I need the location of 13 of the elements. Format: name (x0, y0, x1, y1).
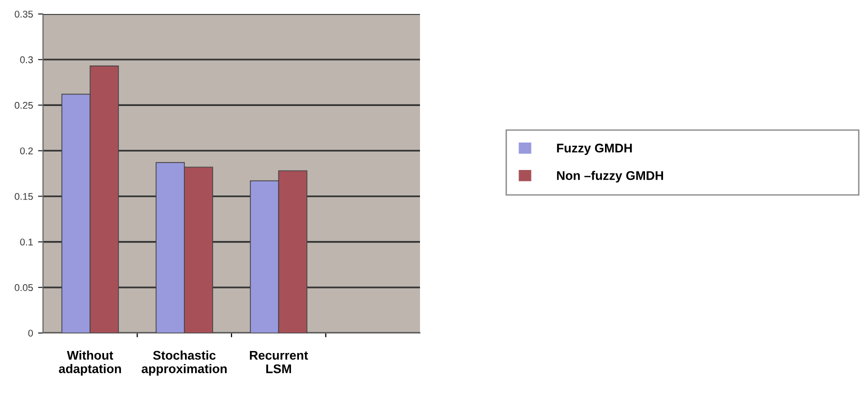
y-tick-label: 0.15 (14, 193, 33, 200)
y-tick-label: 0 (28, 330, 33, 337)
y-tick-label: 0.3 (20, 56, 33, 64)
legend-label: Non –fuzzy GMDH (557, 170, 664, 182)
y-tick-label: 0.05 (14, 284, 33, 292)
y-tick-label: 0.25 (14, 102, 33, 109)
x-tick-label: Without adaptation (58, 350, 121, 376)
y-tick-label: 0.2 (20, 147, 33, 154)
x-tick-label: Stochastic approximation (142, 350, 227, 376)
x-tick-label: Recurrent LSM (250, 351, 308, 374)
y-tick-label: 0.35 (14, 10, 33, 18)
legend-label: Fuzzy GMDH (557, 144, 632, 155)
y-tick-label: 0.1 (20, 238, 33, 246)
